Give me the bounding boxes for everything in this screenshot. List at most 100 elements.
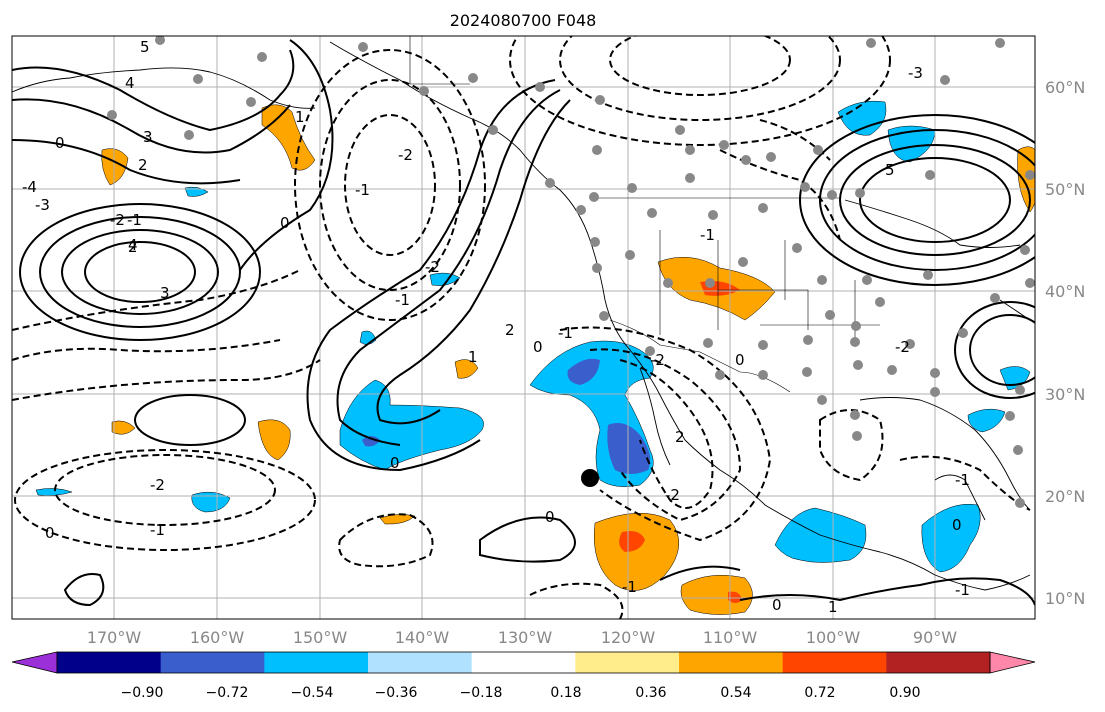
colorbar: −0.90 −0.72 −0.54 −0.36 −0.18 0.18 0.36 … bbox=[11, 651, 1036, 701]
lon-tick-label: 160°W bbox=[190, 628, 245, 647]
contour-label: -2 bbox=[895, 338, 910, 356]
lat-tick-label: 20°N bbox=[1045, 487, 1085, 506]
lat-tick-label: 30°N bbox=[1045, 385, 1085, 404]
contour-label: -1 bbox=[622, 578, 637, 596]
contour-label: 1 bbox=[468, 348, 478, 366]
contour-label: -1 bbox=[127, 211, 142, 229]
contour-label: 0 bbox=[735, 351, 745, 369]
contour-label: 5 bbox=[140, 38, 150, 56]
colorbar-cell bbox=[782, 652, 887, 673]
latitude-labels: 60°N 50°N 40°N 30°N 20°N 10°N bbox=[1045, 78, 1085, 608]
colorbar-cell bbox=[886, 652, 991, 673]
lon-tick-label: 100°W bbox=[806, 628, 861, 647]
colorbar-cell bbox=[264, 652, 369, 673]
lon-tick-label: 110°W bbox=[703, 628, 758, 647]
contour-label: -1 bbox=[700, 226, 715, 244]
colorbar-cell bbox=[575, 652, 680, 673]
colorbar-tick-label: 0.72 bbox=[804, 685, 835, 701]
colorbar-cell bbox=[679, 652, 784, 673]
colorbar-tick-label: −0.90 bbox=[121, 685, 164, 701]
cool-core-region bbox=[362, 436, 380, 447]
colorbar-frame bbox=[56, 651, 991, 674]
colorbar-cell bbox=[57, 652, 162, 673]
shaded-anomalies bbox=[35, 100, 1035, 615]
lat-tick-label: 50°N bbox=[1045, 180, 1085, 199]
contour-label: 4 bbox=[128, 236, 138, 254]
contour-label: 3 bbox=[143, 128, 153, 146]
map-title: 2024080700 F048 bbox=[450, 11, 597, 30]
cool-anomaly-region bbox=[967, 408, 1006, 433]
contour-label: 3 bbox=[160, 284, 170, 302]
colorbar-cell bbox=[160, 652, 265, 673]
contour-label: 0 bbox=[45, 524, 55, 542]
lat-tick-label: 10°N bbox=[1045, 589, 1085, 608]
lon-tick-label: 120°W bbox=[601, 628, 656, 647]
contour-label: 0 bbox=[533, 338, 543, 356]
lat-tick-label: 40°N bbox=[1045, 282, 1085, 301]
map-frame bbox=[11, 35, 1036, 620]
longitude-labels: 170°W 160°W 150°W 140°W 130°W 120°W 110°… bbox=[87, 628, 957, 647]
contour-label: -1 bbox=[955, 471, 970, 489]
colorbar-low-extension bbox=[11, 651, 58, 674]
contour-label: -2 bbox=[150, 476, 165, 494]
cool-anomaly-region bbox=[887, 125, 936, 163]
observation-points bbox=[107, 36, 1035, 508]
colorbar-tick-label: 0.90 bbox=[889, 685, 920, 701]
contour-label: -2 bbox=[425, 258, 440, 276]
colorbar-tick-label: 0.18 bbox=[550, 685, 581, 701]
contour-label: -1 bbox=[355, 181, 370, 199]
contour-label: 0 bbox=[55, 134, 65, 152]
contour-label: -4 bbox=[22, 178, 37, 196]
gridlines bbox=[12, 36, 1035, 619]
contour-label: -1 bbox=[395, 291, 410, 309]
cool-core-region bbox=[567, 358, 600, 385]
colorbar-cell bbox=[368, 652, 473, 673]
contour-label: 2 bbox=[505, 321, 515, 339]
colorbar-tick-label: 0.54 bbox=[720, 685, 751, 701]
contour-label: 2 bbox=[138, 156, 148, 174]
colorbar-tick-label: −0.72 bbox=[206, 685, 249, 701]
contour-label: -1 bbox=[150, 521, 165, 539]
contour-label: 1 bbox=[295, 108, 305, 126]
cool-anomaly-region bbox=[837, 100, 887, 136]
colorbar-cell bbox=[471, 652, 576, 673]
contour-label: -3 bbox=[908, 64, 923, 82]
colorbar-tick-label: −0.36 bbox=[375, 685, 418, 701]
contour-label: 5 bbox=[885, 161, 895, 179]
contour-label: -3 bbox=[35, 196, 50, 214]
colorbar-tick-label: 0.36 bbox=[635, 685, 666, 701]
colorbar-tick-label: −0.18 bbox=[460, 685, 503, 701]
positive-contours bbox=[12, 39, 1035, 607]
contour-label: 1 bbox=[828, 598, 838, 616]
contour-label: 0 bbox=[952, 516, 962, 534]
lon-tick-label: 90°W bbox=[913, 628, 957, 647]
contour-label: 0 bbox=[545, 508, 555, 526]
contour-label: 0 bbox=[280, 214, 290, 232]
negative-contours bbox=[12, 36, 1031, 619]
warm-anomaly-region bbox=[257, 419, 291, 461]
warm-anomaly-region bbox=[454, 359, 479, 379]
contour-label: 2 bbox=[128, 238, 138, 256]
storm-center-marker bbox=[581, 469, 599, 487]
lon-tick-label: 170°W bbox=[87, 628, 142, 647]
contour-label: -2 bbox=[650, 351, 665, 369]
cool-anomaly-region bbox=[921, 503, 981, 573]
contour-label: 0 bbox=[390, 454, 400, 472]
cool-anomaly-region bbox=[191, 491, 231, 513]
contour-label: -2 bbox=[398, 146, 413, 164]
contour-label: -2 bbox=[110, 211, 125, 229]
warm-core-region bbox=[619, 531, 645, 552]
contour-labels: 5 4 3 2 0 -4 -3 -2 -1 1 2 4 3 -2 -1 0 -1… bbox=[22, 38, 970, 616]
lon-tick-label: 140°W bbox=[395, 628, 450, 647]
contour-label: -2 bbox=[665, 486, 680, 504]
lon-tick-label: 150°W bbox=[293, 628, 348, 647]
colorbar-tick-label: −0.54 bbox=[291, 685, 334, 701]
contour-label: -1 bbox=[558, 324, 573, 342]
cool-anomaly-region bbox=[429, 272, 461, 286]
warm-anomaly-region bbox=[111, 420, 136, 435]
cool-core-region bbox=[607, 422, 651, 474]
contour-label: 4 bbox=[125, 74, 135, 92]
colorbar-high-extension bbox=[989, 651, 1036, 674]
lat-tick-label: 60°N bbox=[1045, 78, 1085, 97]
